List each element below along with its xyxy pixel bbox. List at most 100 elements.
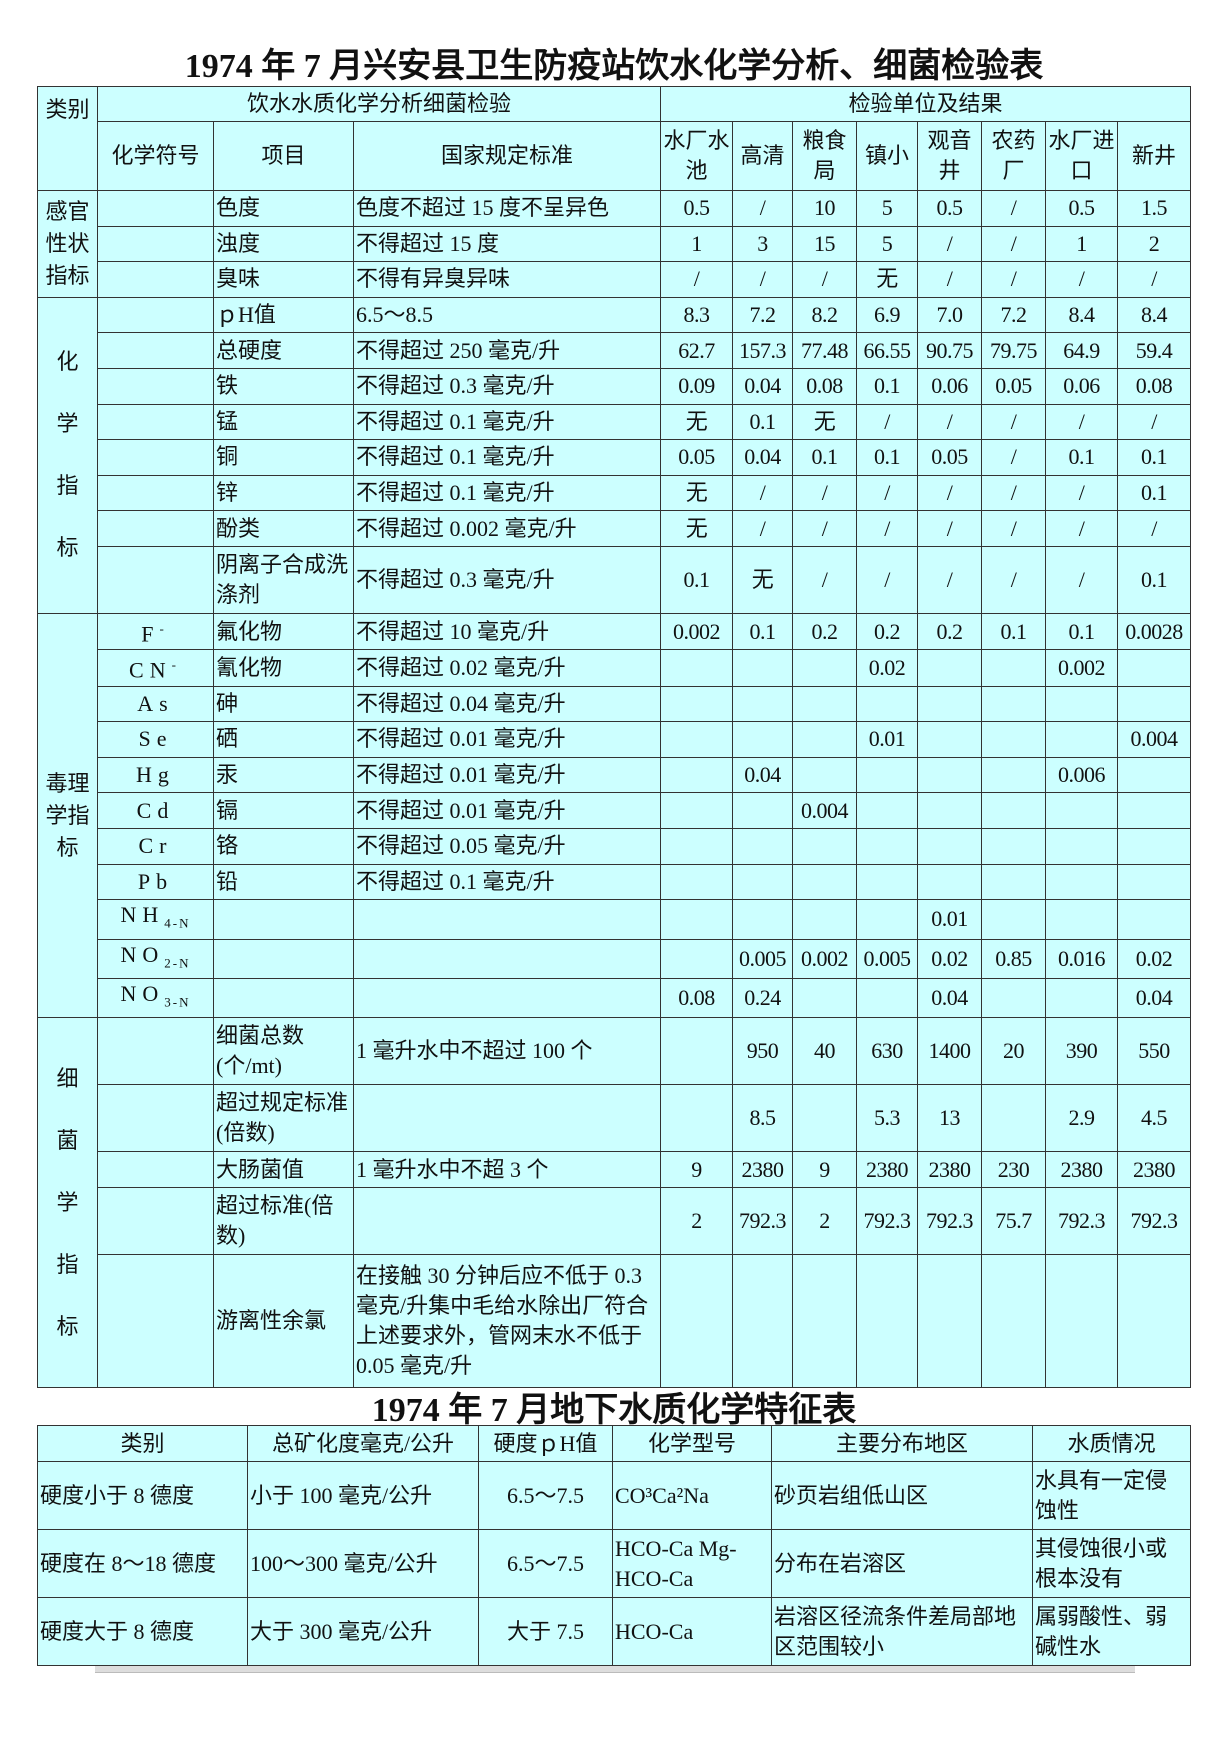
page-title: 1974 年 7 月兴安县卫生防疫站饮水化学分析、细菌检验表	[184, 48, 1044, 85]
subtable-cell: 硬度大于 8 德度	[37, 1597, 248, 1666]
standard-cell: 不得超过 0.05 毫克/升	[353, 827, 661, 865]
value-cell	[917, 1253, 982, 1388]
header-category: 类别	[37, 86, 98, 191]
value-cell: 79.75	[981, 332, 1046, 369]
value-cell	[1045, 1253, 1118, 1388]
value-cell: 0.5	[917, 190, 982, 227]
standard-cell	[353, 1186, 661, 1255]
value-cell: 0.1	[660, 545, 733, 614]
value-cell: 40	[792, 1017, 857, 1086]
value-cell	[660, 938, 733, 979]
subtable-row: 硬度小于 8 德度 小于 100 毫克/公升 6.5～7.5 CO³Ca²Na 砂页岩组…	[37, 1461, 1191, 1530]
value-cell	[1045, 792, 1118, 829]
value-cell: 10	[792, 190, 857, 227]
item-cell	[213, 938, 354, 979]
standard-cell	[353, 977, 661, 1019]
value-cell	[1045, 827, 1118, 865]
value-cell: 0.1	[856, 439, 918, 476]
value-cell: 1	[1045, 225, 1118, 263]
value-cell: 1400	[917, 1017, 982, 1086]
symbol-text: Hg	[136, 762, 175, 788]
item-cell: 氟化物	[213, 612, 354, 651]
category-label: 感官性状指标	[45, 198, 90, 288]
value-cell: /	[792, 510, 857, 547]
symbol-sub: 4-N	[164, 915, 191, 931]
value-cell	[856, 1253, 918, 1388]
header-unit: 新井	[1116, 121, 1192, 191]
header-group-right: 检验单位及结果	[659, 86, 1192, 122]
item-cell: 超过规定标准(倍数)	[213, 1084, 354, 1153]
value-cell	[732, 899, 793, 940]
category-label: 毒理学指标	[45, 770, 90, 860]
value-cell: 0.24	[732, 977, 793, 1019]
value-cell: 7.2	[981, 296, 1046, 334]
value-cell	[792, 899, 857, 940]
value-cell	[1116, 1253, 1192, 1388]
value-cell: 无	[660, 474, 733, 512]
value-cell: /	[1045, 474, 1118, 512]
standard-cell: 不得超过 0.3 毫克/升	[353, 545, 661, 614]
value-cell: /	[732, 190, 793, 227]
symbol-sup: -	[159, 620, 170, 636]
subtable-cell: 100～300 毫克/公升	[247, 1529, 479, 1598]
item-cell: 铜	[213, 439, 354, 476]
value-cell	[660, 721, 733, 758]
value-cell	[981, 649, 1046, 687]
value-cell	[1116, 792, 1192, 829]
value-cell	[1116, 649, 1192, 687]
symbol-text: Pb	[137, 868, 174, 894]
symbol-cell	[97, 296, 214, 334]
value-cell: 0.1	[1116, 545, 1192, 614]
item-cell: 阴离子合成洗涤剂	[213, 545, 354, 614]
symbol-sub: 2-N	[164, 954, 191, 970]
value-cell: /	[856, 474, 918, 512]
item-cell: 铬	[213, 827, 354, 865]
item-cell: 浊度	[213, 225, 354, 263]
table-row: 铜不得超过 0.1 毫克/升 0.05 0.04 0.1 0.1 0.05/0.1 0.1	[38, 439, 1192, 476]
symbol-cell	[97, 1151, 214, 1188]
table-row: 锰不得超过 0.1 毫克/升无 0.1 无 / / / / /	[38, 403, 1192, 441]
value-cell: 0.04	[732, 756, 793, 794]
value-cell: /	[981, 474, 1046, 512]
header-symbol: 化学符号	[97, 121, 214, 191]
page-shadow	[95, 1666, 1135, 1673]
symbol-text: F	[141, 621, 160, 647]
value-cell: 157.3	[732, 332, 793, 369]
value-cell	[660, 649, 733, 687]
value-cell: 20	[981, 1017, 1046, 1086]
value-cell: 0.1	[1045, 612, 1118, 651]
value-cell	[981, 977, 1046, 1019]
value-cell: 8.2	[792, 296, 857, 334]
value-cell	[732, 685, 793, 723]
standard-cell: 1 毫升水中不超过 100 个	[353, 1017, 661, 1086]
standard-cell: 在接触 30 分钟后应不低于 0.3 毫克/升集中毛给水除出厂符合上述要求外，管…	[353, 1253, 661, 1388]
symbol-cell	[97, 1084, 214, 1153]
value-cell	[660, 827, 733, 865]
value-cell: 0.1	[981, 612, 1046, 651]
subtable-header-row: 类别 总矿化度毫克/公升 硬度ｐH值 化学型号 主要分布地区 水质情况	[37, 1425, 1191, 1462]
value-cell	[792, 756, 857, 794]
symbol-cell	[97, 474, 214, 512]
subtable-title: 1974 年 7 月地下水质化学特征表	[371, 1392, 857, 1429]
subtable-cell: 硬度小于 8 德度	[37, 1461, 248, 1530]
symbol-cell	[97, 332, 214, 369]
symbol-cell: NO2-N	[97, 938, 214, 979]
value-cell	[981, 792, 1046, 829]
standard-cell: 不得超过 15 度	[353, 225, 661, 263]
symbol-cell	[97, 545, 214, 614]
value-cell: 0.002	[660, 612, 733, 651]
value-cell: 5	[856, 225, 918, 263]
value-cell: 2380	[856, 1151, 918, 1188]
standard-cell: 不得超过 0.04 毫克/升	[353, 685, 661, 723]
standard-cell: 不得超过 0.3 毫克/升	[353, 367, 661, 405]
value-cell: /	[917, 403, 982, 441]
value-cell: 5.3	[856, 1084, 918, 1153]
standard-cell: 不得超过 0.01 毫克/升	[353, 792, 661, 829]
value-cell: 550	[1116, 1017, 1192, 1086]
item-cell: 锌	[213, 474, 354, 512]
value-cell: 8.5	[732, 1084, 793, 1153]
table-row: 毒理学指标 F- 氟化物 不得超过 10 毫克/升 0.002 0.1 0.2 0.2 0.2 0…	[37, 612, 1192, 1019]
table-row: 阴离子合成洗涤剂 不得超过 0.3 毫克/升 0.1 无 / / / //0.1	[38, 545, 1192, 614]
value-cell: 2	[792, 1186, 857, 1255]
standard-cell	[353, 938, 661, 979]
